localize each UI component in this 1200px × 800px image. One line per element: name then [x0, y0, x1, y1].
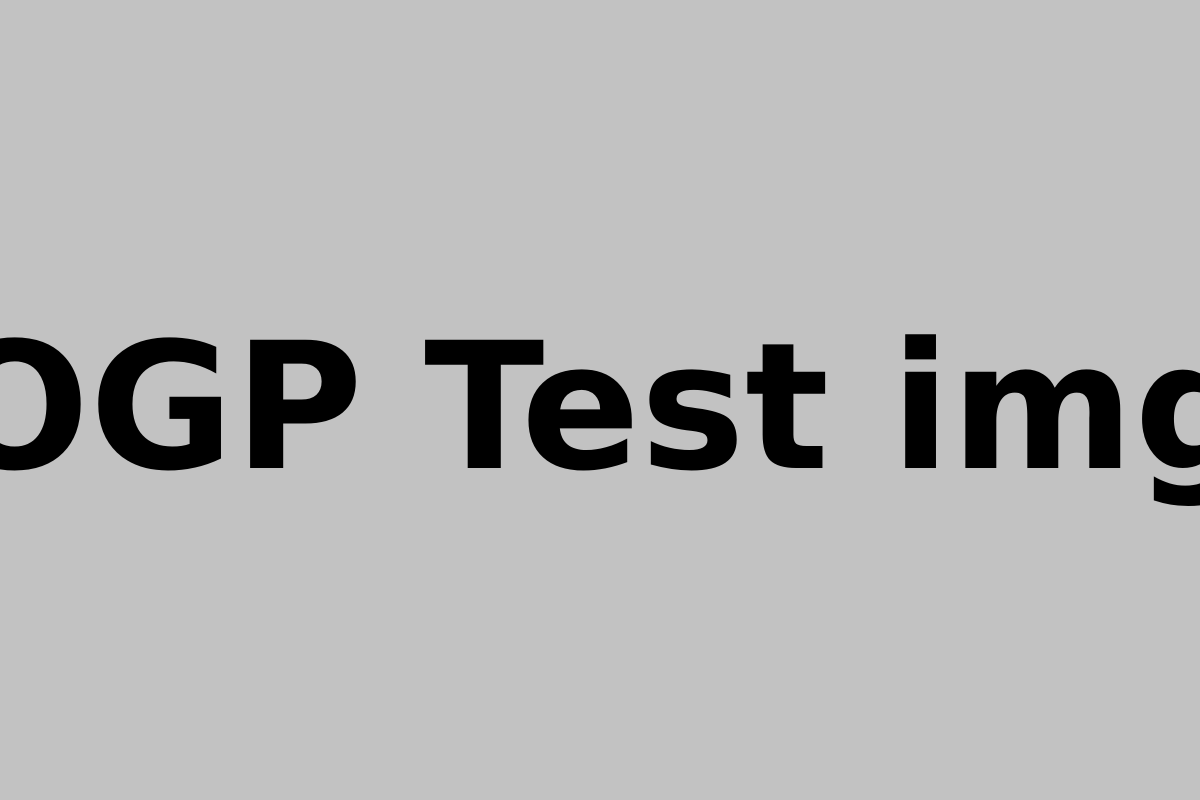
headline-text: OGP Test img [0, 305, 1200, 510]
